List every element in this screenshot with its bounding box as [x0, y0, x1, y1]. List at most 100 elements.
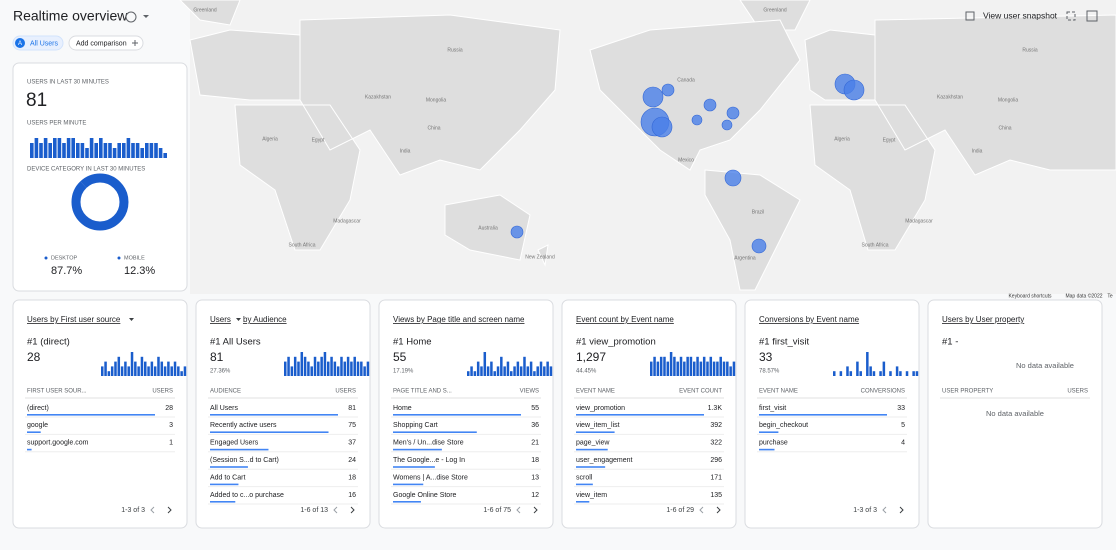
row-bar	[393, 414, 521, 416]
top-percent: 27.36%	[210, 369, 231, 375]
add-comparison[interactable]	[68, 35, 144, 51]
prev-page[interactable]	[333, 506, 338, 514]
map-label: Mongolia	[426, 97, 447, 103]
row-name: Add to Cart	[210, 474, 245, 481]
next-page[interactable]	[167, 506, 172, 514]
next-page[interactable]	[350, 506, 355, 514]
row-value: 28	[165, 405, 173, 412]
prev-page[interactable]	[882, 506, 887, 514]
bubble	[721, 119, 733, 131]
top-item: #1 first_visit	[759, 337, 810, 348]
prev-page[interactable]	[150, 506, 155, 514]
map-label: India	[400, 148, 411, 154]
spark-bar	[709, 356, 713, 376]
spark-bar	[327, 361, 330, 376]
spark-bar	[833, 371, 836, 376]
spark-bar	[879, 371, 882, 376]
minute-bar	[76, 143, 80, 158]
user-chip[interactable]	[12, 35, 64, 51]
bubble	[651, 116, 673, 138]
spark-bar	[177, 366, 180, 376]
row-bar	[210, 501, 236, 503]
dropdown-icon	[129, 318, 134, 321]
card-title: Views by Page title and screen name	[393, 315, 525, 324]
prev-page[interactable]	[699, 506, 704, 514]
users-value: 81	[26, 90, 47, 111]
bubble	[726, 106, 740, 120]
card: Views by Page title and screen name #1 Ho…	[378, 299, 554, 529]
map-label: Greenland	[763, 7, 787, 13]
spark-bar	[696, 356, 699, 376]
row-bar	[576, 501, 590, 503]
no-data: No data available	[986, 409, 1044, 418]
map-label: Mexico	[678, 157, 694, 163]
row-name: (direct)	[27, 405, 49, 412]
next-page[interactable]	[533, 506, 538, 514]
add-comparison-label: Add comparison	[76, 40, 127, 47]
spark-bar	[130, 352, 134, 376]
spark-bar	[124, 361, 127, 376]
pagination: 1-6 of 13	[300, 507, 328, 514]
column-header: FIRST USER SOUR...	[27, 389, 87, 395]
minute-bar	[140, 148, 144, 158]
spark-bar	[307, 361, 310, 376]
spark-bar	[134, 361, 137, 376]
spark-bar	[317, 361, 320, 376]
row-value: 18	[348, 474, 356, 481]
card-title: Users by First user source	[27, 315, 121, 324]
chip-avatar	[15, 38, 25, 48]
snapshot-icon	[965, 11, 975, 21]
spark-bar	[663, 356, 666, 376]
minute-bar	[158, 148, 163, 158]
next-page[interactable]	[716, 506, 721, 514]
next-page[interactable]	[899, 506, 904, 514]
spark-bar	[699, 361, 703, 376]
spark-bar	[363, 366, 366, 376]
minute-bar	[34, 138, 39, 158]
spark-bar	[732, 361, 736, 376]
spark-bar	[712, 361, 716, 376]
row-bar	[27, 448, 32, 451]
edit-icon[interactable]	[1086, 10, 1098, 22]
top-item: #1 Home	[393, 337, 432, 348]
map-label: Egypt	[883, 137, 896, 143]
dropdown-icon[interactable]	[236, 318, 241, 321]
row-bar	[576, 448, 608, 451]
legend-dot	[117, 256, 121, 260]
fullscreen-icon[interactable]	[1066, 11, 1076, 21]
spark-bar	[144, 361, 147, 376]
chip-label: All Users	[30, 40, 59, 47]
spark-bar	[895, 366, 899, 376]
spark-bar	[490, 361, 493, 376]
map-label: China	[998, 125, 1011, 131]
bubble	[691, 114, 703, 126]
snapshot-button[interactable]: View user snapshot	[983, 10, 1058, 20]
no-data: No data available	[1016, 361, 1074, 370]
row-value: 12	[531, 492, 539, 499]
card: Users by Audience #1 All Users 81 27.36% AUDI…	[195, 299, 371, 529]
row-bar	[393, 466, 435, 468]
spark-bar	[284, 361, 287, 376]
minute-bar	[89, 138, 94, 158]
spark-bar	[110, 366, 114, 376]
spark-bar	[170, 366, 173, 376]
map-label: Kazakhstan	[937, 94, 963, 100]
minute-bar	[57, 138, 62, 158]
row-value: 24	[348, 457, 356, 464]
prev-page[interactable]	[516, 506, 521, 514]
dropdown-icon[interactable]	[143, 15, 149, 18]
row-name: Men's / Un...dise Store	[393, 440, 464, 447]
row-name: Recently active users	[210, 422, 277, 429]
plus-icon	[132, 40, 138, 46]
map-footer: Te	[1107, 293, 1113, 299]
bubble	[724, 169, 742, 187]
row-name: scroll	[576, 474, 593, 481]
map-label: New Zealand	[525, 254, 555, 260]
minute-bar	[163, 153, 167, 158]
minute-bar	[117, 143, 121, 158]
row-value: 33	[897, 405, 905, 412]
row-value: 21	[531, 440, 539, 447]
row-bar	[576, 414, 704, 416]
row-bar	[210, 466, 248, 468]
